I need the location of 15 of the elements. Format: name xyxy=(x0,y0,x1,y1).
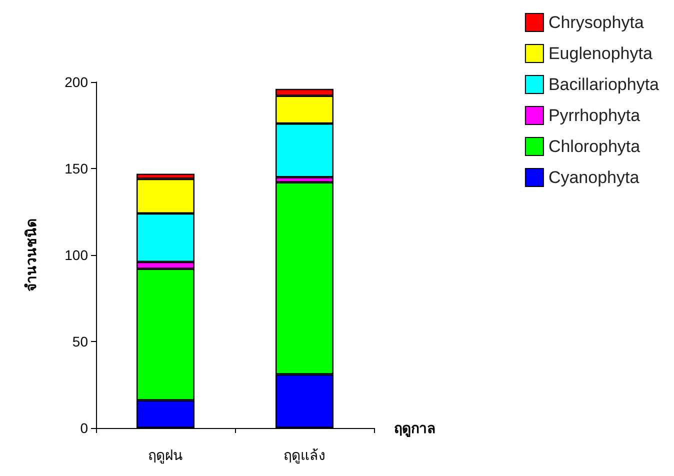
legend-label: Pyrrhophyta xyxy=(548,106,641,125)
legend-label: Bacillariophyta xyxy=(548,75,660,94)
x-tick-label: ฤดูฝน xyxy=(148,447,183,464)
y-tick-label: 50 xyxy=(72,334,88,350)
x-tick-label: ฤดูแล้ง xyxy=(284,447,326,464)
y-tick-label: 0 xyxy=(80,420,88,436)
y-tick-label: 100 xyxy=(64,247,88,263)
y-tick-label: 200 xyxy=(64,74,88,90)
legend-label: Chrysophyta xyxy=(548,13,644,32)
legend-label: Euglenophyta xyxy=(548,44,653,63)
legend-label: Chlorophyta xyxy=(548,137,641,156)
y-tick-label: 150 xyxy=(64,160,88,176)
y-axis-title: จำนวนชนิด xyxy=(23,218,39,292)
legend-label: Cyanophyta xyxy=(548,168,640,187)
x-axis-title: ฤดูกาล xyxy=(394,420,436,437)
